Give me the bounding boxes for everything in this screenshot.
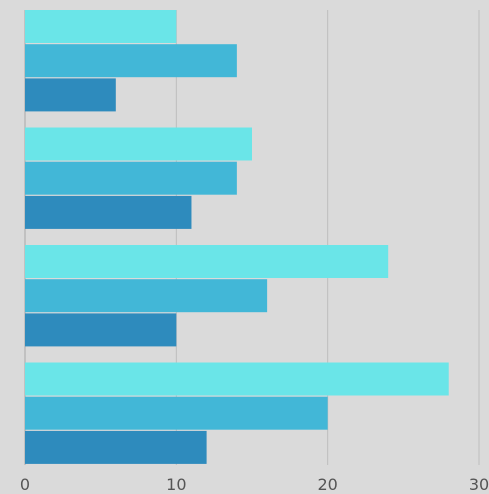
bars [25, 10, 449, 464]
x-tick-label: 20 [317, 475, 337, 494]
bar-group-1-series-3 [25, 78, 116, 112]
bar-group-1-series-1 [25, 10, 177, 43]
bar-group-4-series-2 [25, 396, 328, 430]
bar-group-1-series-2 [25, 44, 237, 78]
bar-group-2-series-1 [25, 127, 252, 161]
bar-group-3-series-1 [25, 245, 389, 278]
bar-group-4-series-1 [25, 362, 449, 396]
bar-group-3-series-3 [25, 313, 177, 347]
bar-group-2-series-2 [25, 161, 237, 195]
x-tick-label: 0 [20, 475, 30, 494]
bar-group-4-series-3 [25, 430, 207, 464]
x-tick-label: 30 [469, 475, 489, 494]
bar-group-3-series-2 [25, 279, 268, 313]
x-tick-label: 10 [166, 475, 186, 494]
x-axis-ticks: 0 10 20 30 [20, 475, 489, 494]
bar-group-2-series-3 [25, 195, 192, 229]
